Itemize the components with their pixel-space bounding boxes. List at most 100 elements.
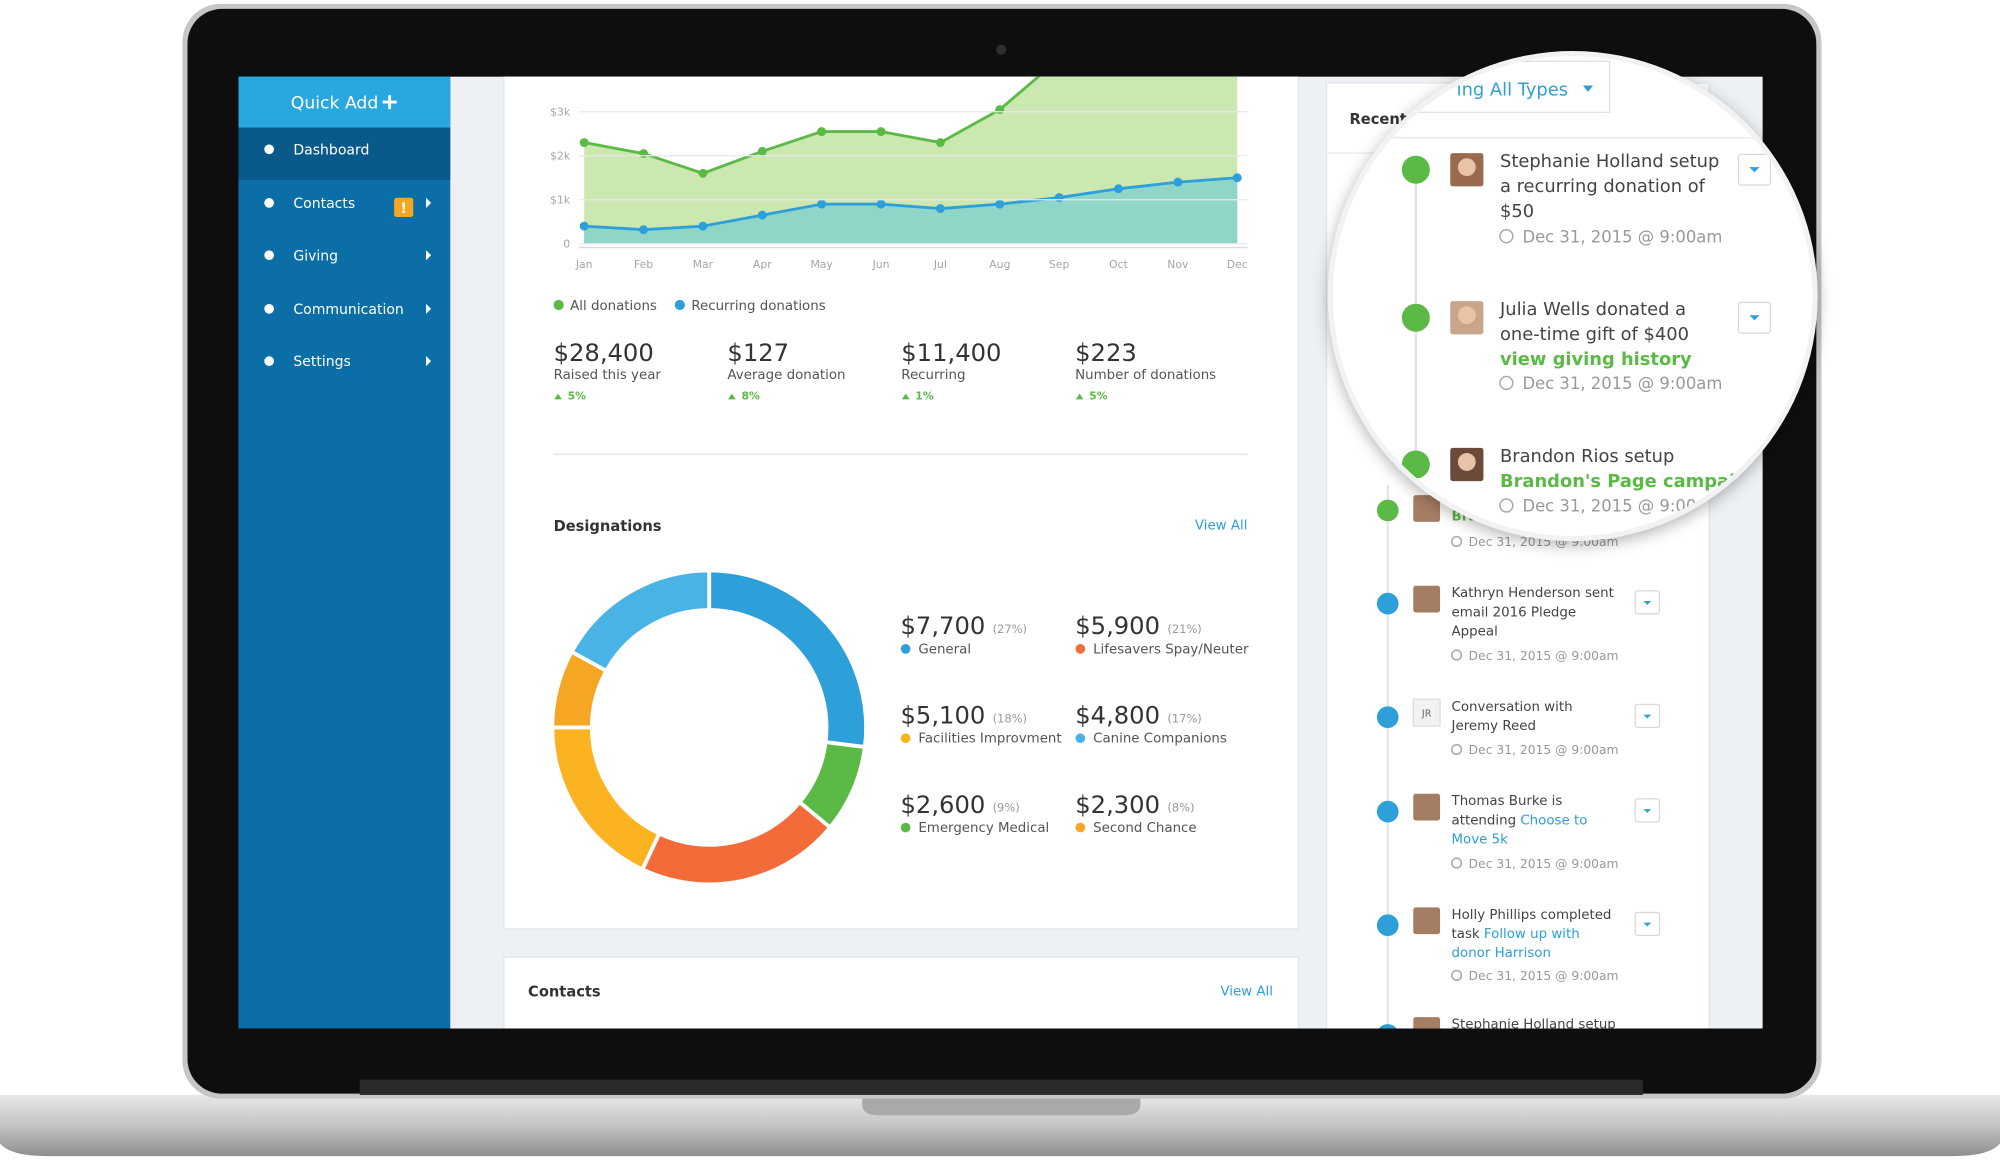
nav-item: Giving xyxy=(293,248,338,264)
legend-dot xyxy=(674,299,685,311)
designation-amount: $2,300 xyxy=(1075,790,1160,819)
magnifier-content: Stephanie Holland setup a recurring donat… xyxy=(1332,56,1813,536)
activity-text: Jeremy Reed xyxy=(1451,719,1536,734)
nav-chevron xyxy=(426,197,432,209)
nav-item: Dashboard xyxy=(293,142,369,158)
point xyxy=(995,105,1005,115)
activity-text: Choose to xyxy=(1520,813,1587,828)
clock-icon xyxy=(1451,969,1463,981)
x-tick-label: Oct xyxy=(1109,258,1128,271)
clock-icon xyxy=(1451,649,1463,661)
x-tick-label: Aug xyxy=(989,258,1010,271)
magnifier: Stephanie Holland setup a recurring donat… xyxy=(1327,51,1818,542)
dropdown-caret xyxy=(1643,714,1652,719)
point xyxy=(876,199,886,209)
designation-amount: $2,600 xyxy=(901,790,986,819)
activity-text: Stephanie Holland setup xyxy=(1452,1018,1616,1033)
avatar xyxy=(1413,585,1441,613)
activity-text: Kathryn Henderson sent xyxy=(1452,586,1614,601)
activity-text: attending xyxy=(1452,813,1521,828)
point xyxy=(698,168,708,178)
activity-line: Conversation with xyxy=(1452,700,1573,715)
point xyxy=(1173,177,1183,187)
activity-line: $50 xyxy=(1500,201,1534,222)
activity-text: Follow up with xyxy=(1484,927,1580,942)
avatar-initials: JR xyxy=(1421,709,1432,720)
point xyxy=(579,138,589,148)
activity-text: donor Harrison xyxy=(1452,946,1551,961)
activity-line: donor Harrison xyxy=(1452,946,1551,961)
activity-line: task Follow up with xyxy=(1452,927,1580,942)
activity-text: $50 xyxy=(1500,201,1534,222)
dropdown-caret xyxy=(1643,809,1652,813)
activity-text: Brandon Rios setup xyxy=(1500,446,1674,467)
activity-text: Move 5k xyxy=(1452,833,1509,848)
designation-percent: (9%) xyxy=(993,801,1020,815)
active-nav xyxy=(238,127,451,180)
point xyxy=(639,149,649,159)
dropdown-caret xyxy=(1643,601,1652,605)
activity-date: Dec 31, 2015 @ 9:00am xyxy=(1522,227,1722,246)
contacts-title: Contacts xyxy=(528,984,601,1001)
designation-name: General xyxy=(918,642,971,657)
point xyxy=(876,127,886,137)
activity-date: Dec 31, 2015 @ 9:00am xyxy=(1469,743,1619,757)
nav-icon xyxy=(264,144,274,155)
activity-icon xyxy=(1376,592,1399,615)
line xyxy=(584,176,1238,232)
point xyxy=(757,146,767,156)
point xyxy=(995,199,1005,209)
contacts-badge-text: ! xyxy=(400,201,406,217)
nav-item: Communication xyxy=(293,302,403,318)
activity-date: Dec 31, 2015 @ 9:00am xyxy=(1469,857,1619,871)
designation-name: Lifesavers Spay/Neuter xyxy=(1093,642,1249,657)
dropdown-caret xyxy=(1749,167,1760,173)
view-all: View All xyxy=(1220,984,1273,999)
avatar xyxy=(1413,495,1441,522)
designation-percent: (17%) xyxy=(1167,711,1201,725)
activity-text: view giving history xyxy=(1500,349,1692,370)
nav-chevron xyxy=(426,303,432,314)
activity-line: Appeal xyxy=(1452,625,1498,640)
activity-date: Dec 31, 2015 @ 9:00am xyxy=(1469,649,1619,663)
clock-icon xyxy=(1451,535,1463,548)
avatar xyxy=(1413,1017,1441,1029)
activity-line: Kathryn Henderson sent xyxy=(1452,586,1614,601)
up-arrow xyxy=(554,393,562,400)
x-tick-label: Feb xyxy=(634,258,653,271)
y-tick-label: $1k xyxy=(550,194,571,207)
nav-icon xyxy=(264,356,274,366)
point xyxy=(1054,193,1064,203)
up-arrow xyxy=(728,393,736,400)
view-all: View All xyxy=(1195,519,1248,534)
legend-dot xyxy=(1075,822,1086,833)
quick-add-button[interactable] xyxy=(238,76,451,128)
y-tick-label: 0 xyxy=(563,238,570,251)
activity-text: Thomas Burke is xyxy=(1451,794,1563,809)
point xyxy=(935,204,945,214)
designations-title: Designations xyxy=(554,518,662,535)
filter-caret xyxy=(1582,85,1594,92)
activity-line: Thomas Burke is xyxy=(1451,794,1563,809)
activity-line: Julia Wells donated a xyxy=(1499,299,1686,320)
clock-icon xyxy=(1499,375,1514,391)
plot xyxy=(579,76,1242,244)
avatar-face xyxy=(1457,453,1476,471)
x-tick-label: Dec xyxy=(1227,258,1248,271)
clock-icon xyxy=(1499,229,1514,244)
point xyxy=(698,221,708,231)
nav-chevron xyxy=(426,356,432,367)
activity-line: Stephanie Holland setup xyxy=(1452,1018,1616,1033)
filter-label: ing All Types xyxy=(1457,80,1568,101)
nav-item: Settings xyxy=(293,354,350,370)
legend-dot xyxy=(900,644,911,654)
designation-name: Facilities Improvment xyxy=(918,732,1061,747)
x-tick-label: May xyxy=(810,258,833,271)
clock-icon xyxy=(1451,743,1463,756)
activity-line: Holly Phillips completed xyxy=(1452,908,1612,923)
up-arrow xyxy=(901,393,910,400)
dropdown-caret xyxy=(1749,315,1760,321)
activity-date: Dec 31, 2015 @ 9:00am xyxy=(1522,497,1722,516)
activity-line: Jeremy Reed xyxy=(1451,719,1536,734)
legend-dot xyxy=(900,733,911,744)
